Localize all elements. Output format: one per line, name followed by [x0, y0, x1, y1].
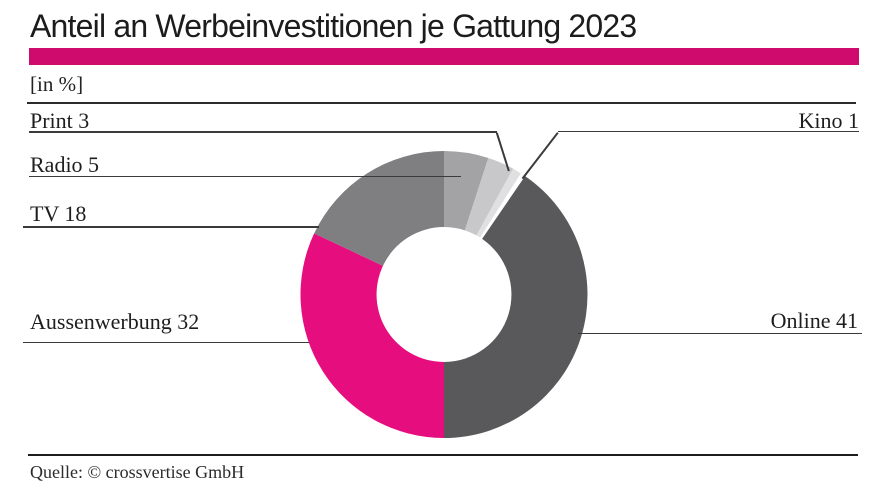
leader-line-radio	[29, 175, 461, 178]
unit-label: [in %]	[30, 72, 84, 96]
leader-line-kino	[558, 130, 859, 133]
source-credit: Quelle: © crossvertise GmbH	[30, 462, 245, 482]
leader-line-online	[578, 332, 862, 335]
top-rule	[27, 102, 856, 104]
leader-line-tv	[23, 226, 319, 228]
bottom-rule	[28, 454, 858, 456]
label-tv: TV 18	[30, 201, 87, 226]
label-print: Print 3	[30, 108, 90, 133]
slice-kino	[476, 168, 521, 238]
label-online: Online 41	[770, 308, 858, 333]
title-accent-bar	[29, 48, 859, 65]
leader-line-aussenwerbung	[23, 341, 309, 344]
slice-radio	[444, 151, 489, 231]
page-title: Anteil an Werbeinvestitionen je Gattung …	[30, 8, 637, 44]
label-radio: Radio 5	[30, 152, 100, 177]
leader-line-print	[29, 131, 497, 133]
label-kino: Kino 1	[798, 108, 860, 133]
label-aussenwerbung: Aussenwerbung 32	[30, 309, 200, 334]
slice-aussenwerbung	[300, 233, 444, 438]
slice-online	[444, 176, 588, 439]
slice-tv	[314, 151, 444, 266]
slice-print	[464, 158, 514, 236]
